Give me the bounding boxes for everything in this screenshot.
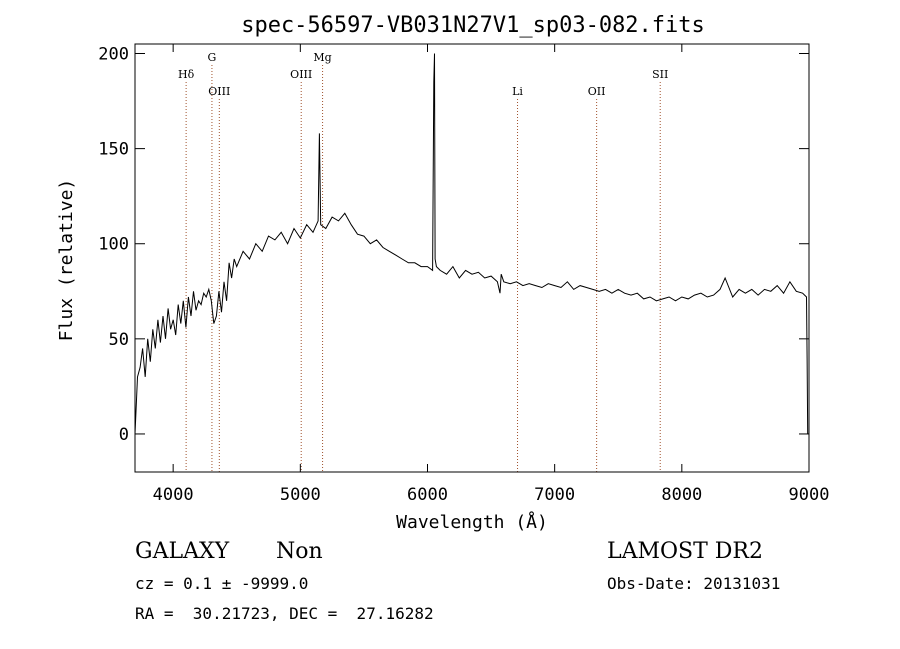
line-marker-label: Hδ (178, 68, 195, 81)
line-marker-label: OIII (208, 85, 230, 98)
x-tick-label: 6000 (407, 485, 448, 505)
plot-frame (134, 43, 810, 473)
line-marker-label: OIII (290, 68, 312, 81)
line-marker-label: Li (512, 85, 523, 98)
y-axis-label: Flux (relative) (56, 179, 77, 342)
line-marker-label: SII (652, 68, 668, 81)
x-tick-label: 9000 (789, 485, 830, 505)
y-tick-label: 200 (98, 45, 129, 65)
observation-date: Obs-Date: 20131031 (607, 574, 781, 593)
y-tick-label: 50 (109, 330, 129, 350)
spectrum-line (134, 53, 809, 435)
object-type: GALAXY (135, 539, 230, 564)
chart-title: spec-56597-VB031N27V1_sp03-082.fits (241, 13, 705, 38)
y-tick-label: 0 (119, 425, 129, 445)
x-tick-label: 5000 (280, 485, 321, 505)
x-tick-label: 7000 (534, 485, 575, 505)
survey-name: LAMOST DR2 (607, 539, 763, 564)
x-axis-label: Wavelength (Å) (396, 511, 548, 533)
x-tick-label: 4000 (153, 485, 194, 505)
line-marker-label: Mg (313, 51, 331, 64)
y-axis-ticks: 0 50 100 150 200 (98, 45, 809, 445)
y-tick-label: 150 (98, 140, 129, 160)
coordinates-readout: RA = 30.21723, DEC = 27.16282 (135, 604, 434, 623)
line-marker-label: OII (588, 85, 606, 98)
x-tick-label: 8000 (661, 485, 702, 505)
object-subclass: Non (276, 539, 323, 564)
x-axis-ticks: 4000 5000 6000 7000 8000 9000 (153, 44, 830, 505)
redshift-readout: cz = 0.1 ± -9999.0 (135, 574, 309, 593)
line-marker-label: G (208, 51, 217, 64)
y-tick-label: 100 (98, 235, 129, 255)
